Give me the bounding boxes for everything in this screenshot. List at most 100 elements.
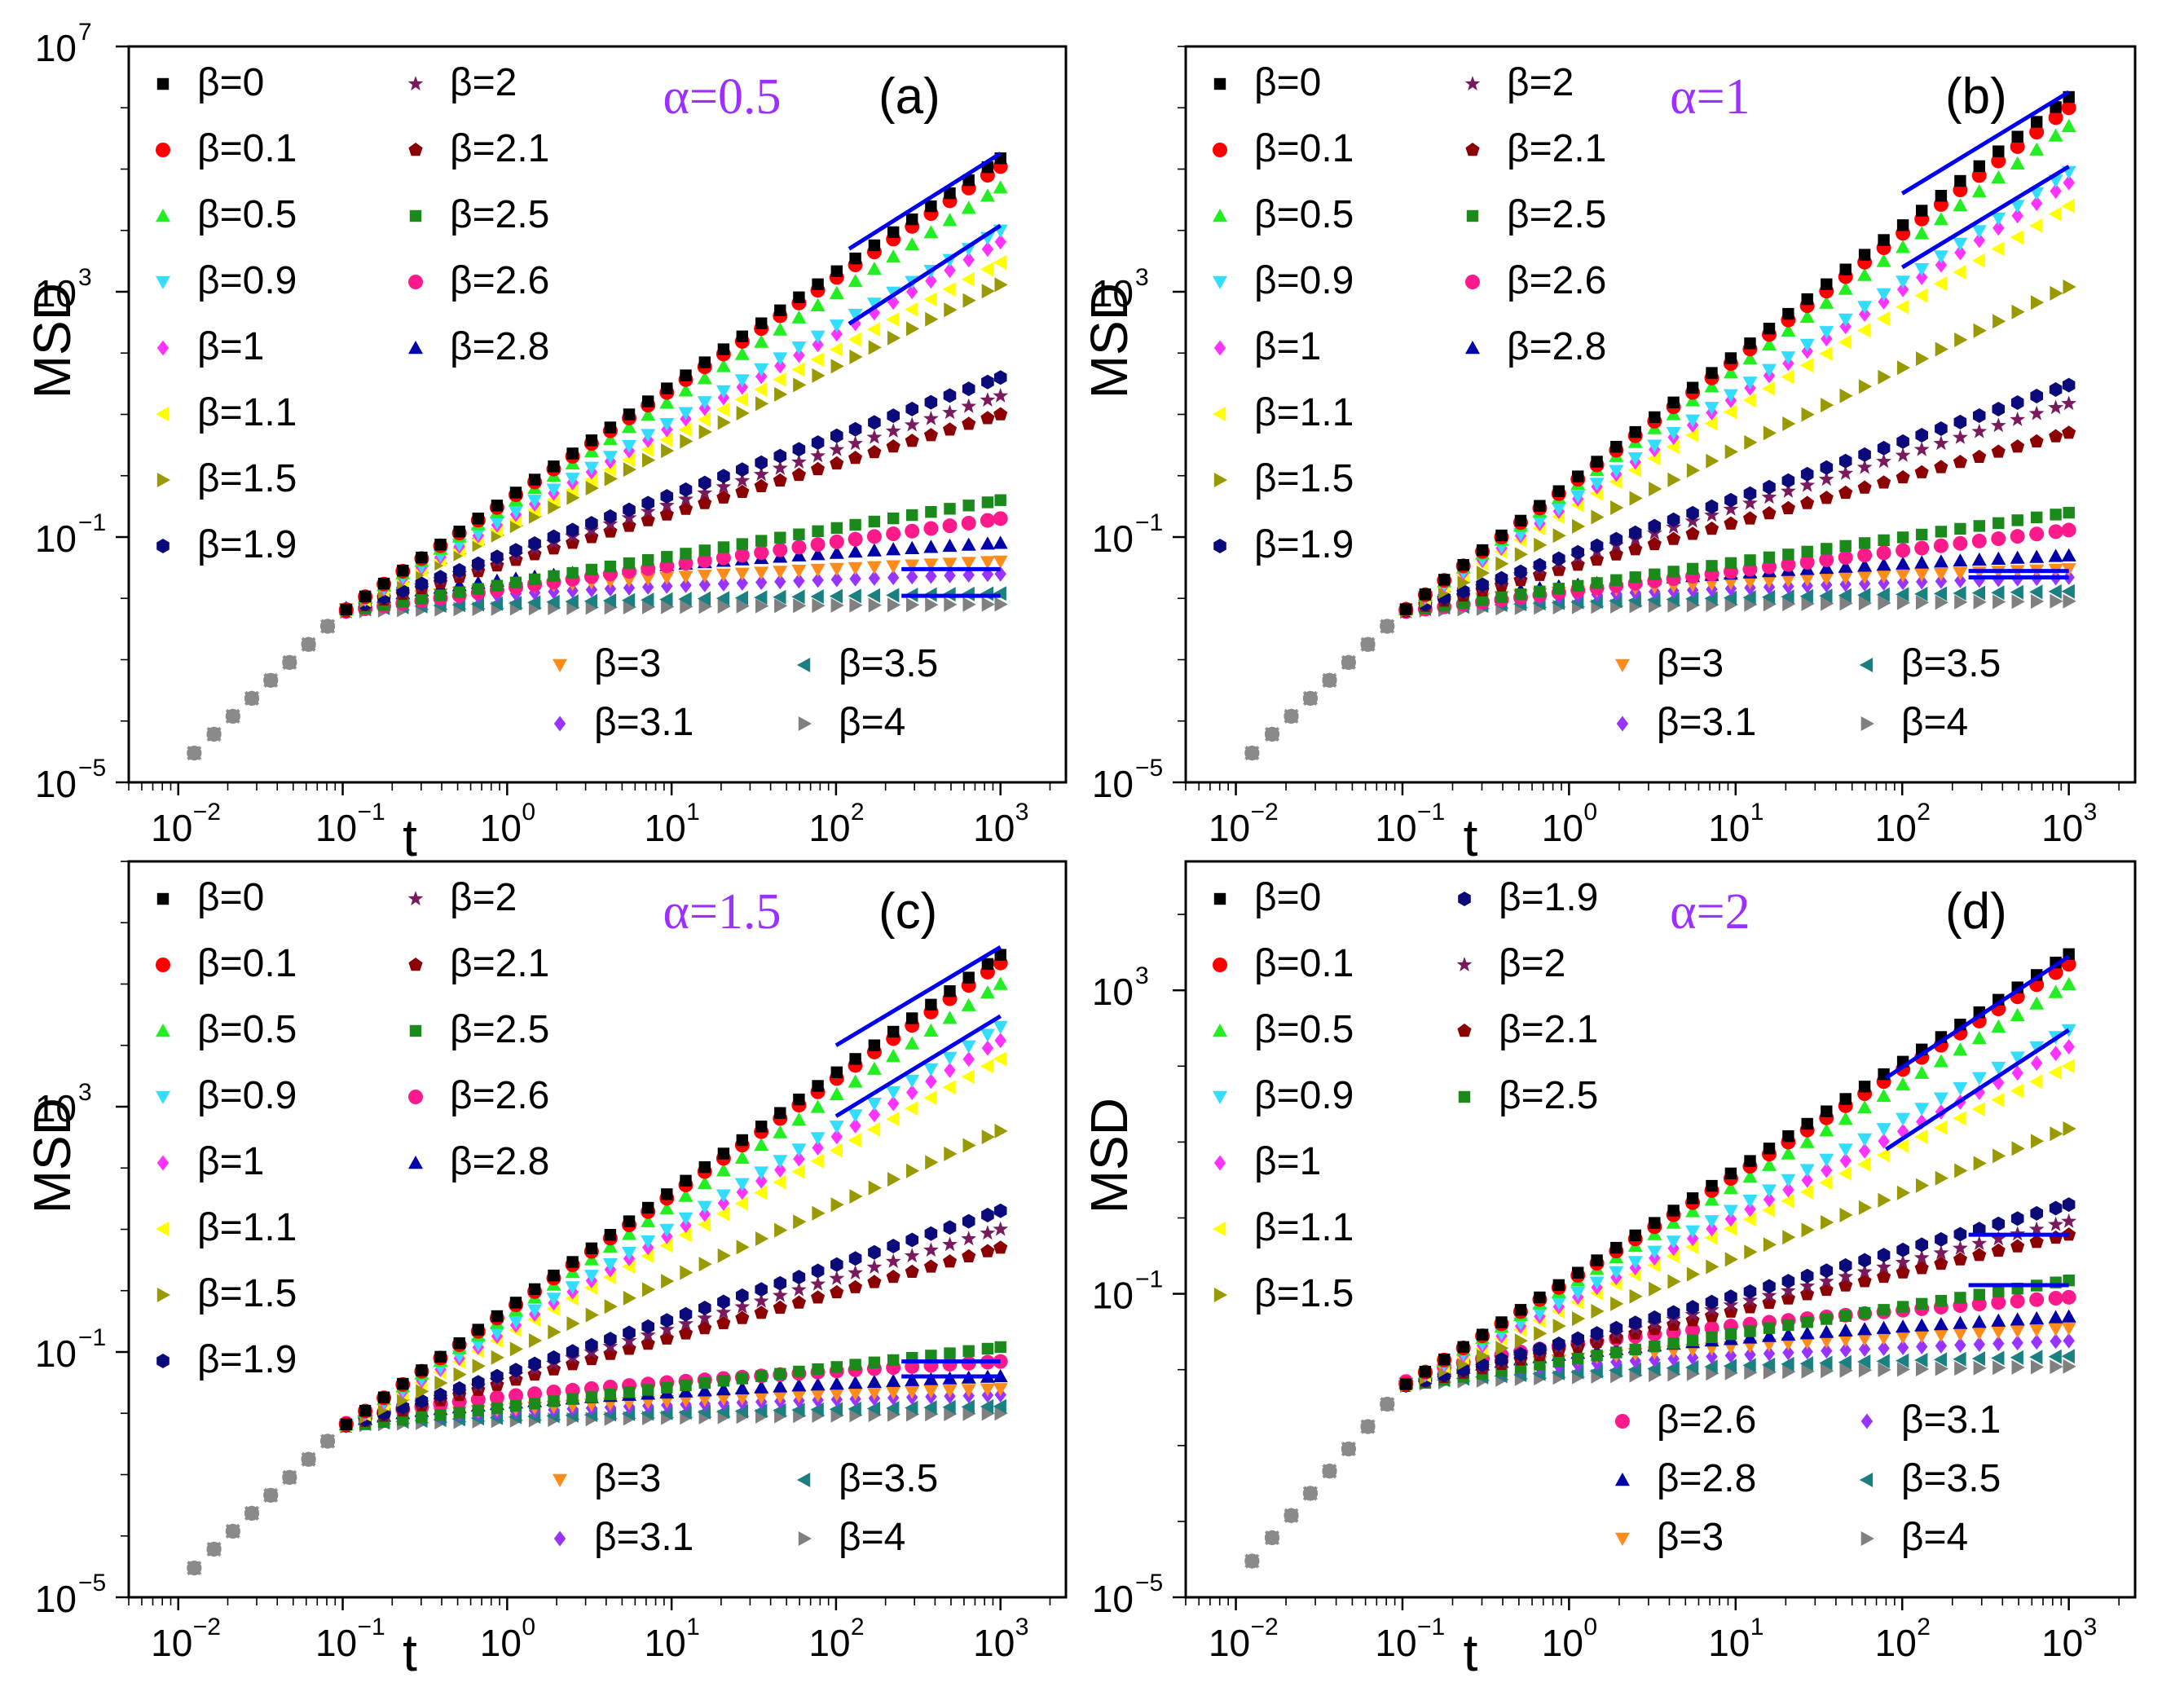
data-point <box>2010 156 2025 170</box>
data-point <box>509 1363 522 1378</box>
data-point <box>753 1292 769 1308</box>
data-point <box>904 416 920 432</box>
data-point <box>1858 596 1873 611</box>
data-point <box>774 304 786 316</box>
legend-entry: β=0.5 <box>156 193 297 236</box>
data-point <box>604 1388 617 1401</box>
data-point <box>1971 225 1987 239</box>
data-point <box>734 346 750 360</box>
data-point <box>774 386 788 402</box>
legend-marker <box>1213 1024 1227 1037</box>
data-point <box>453 526 465 538</box>
data-point <box>1896 1353 1909 1368</box>
data-point <box>1953 198 1968 212</box>
data-point <box>1533 1341 1547 1357</box>
data-point <box>641 1248 654 1264</box>
data-point <box>1838 465 1854 480</box>
data-point <box>716 478 732 494</box>
data-point <box>1762 1338 1777 1352</box>
data-point <box>1799 1326 1815 1340</box>
data-point <box>905 1074 920 1089</box>
legend-entry: β=1 <box>156 1140 264 1183</box>
legend-entry: β=2.5 <box>1458 1074 1598 1117</box>
legend-marker <box>1213 407 1226 421</box>
data-point <box>887 1025 900 1038</box>
data-point <box>1878 294 1890 310</box>
fit-line <box>1900 90 2070 196</box>
data-point <box>1933 1352 1948 1367</box>
legend-marker <box>1464 76 1481 90</box>
legend-marker <box>1213 1288 1227 1302</box>
data-point <box>716 1206 730 1222</box>
data-point <box>1839 1093 1852 1105</box>
data-point <box>2011 130 2023 143</box>
data-point <box>1762 1328 1777 1342</box>
data-point <box>1876 311 1890 327</box>
data-point <box>812 572 824 588</box>
data-point <box>734 1196 748 1211</box>
data-point <box>848 531 863 547</box>
data-point <box>1381 1398 1394 1411</box>
legend-entry: β=1.1 <box>1213 391 1354 434</box>
data-point <box>1876 570 1891 583</box>
data-point <box>793 1365 805 1378</box>
data-point <box>659 571 675 585</box>
data-point <box>2010 1083 2023 1099</box>
data-point <box>321 1435 334 1447</box>
data-point <box>981 597 995 612</box>
legend-entry: β=0 <box>156 876 264 919</box>
data-point <box>658 1321 675 1337</box>
x-axis-label: t <box>403 808 417 867</box>
y-tick-base: 10 <box>35 1578 77 1620</box>
legend-entry: β=3 <box>1614 1516 1724 1559</box>
data-point <box>680 1174 692 1187</box>
data-point <box>566 566 579 579</box>
data-point <box>602 451 618 465</box>
legend-label: β=4 <box>839 701 905 744</box>
legend-entry: β=1.9 <box>1458 876 1598 919</box>
data-point <box>980 411 995 425</box>
legend-marker <box>1859 658 1874 672</box>
legend-marker <box>156 77 170 90</box>
data-point <box>1896 1242 1909 1257</box>
data-point <box>1933 212 1948 226</box>
data-point <box>1857 558 1873 572</box>
data-point <box>2031 1055 2043 1072</box>
data-point <box>886 526 901 542</box>
data-point <box>1552 528 1566 544</box>
data-point <box>1514 588 1527 601</box>
data-point <box>993 555 1008 569</box>
data-point <box>1400 1378 1412 1390</box>
data-point <box>1858 1200 1873 1215</box>
legend-marker <box>1213 209 1227 222</box>
data-point <box>1973 594 1987 610</box>
data-point <box>434 539 447 551</box>
data-point <box>1799 358 1813 373</box>
data-point <box>2010 395 2024 410</box>
data-point <box>1763 479 1776 495</box>
data-point <box>622 452 636 468</box>
data-point <box>944 302 958 318</box>
data-point <box>867 445 882 459</box>
data-point <box>993 1051 1006 1067</box>
y-tick-base: 10 <box>1092 763 1134 805</box>
data-point <box>754 590 768 606</box>
data-point <box>1896 1301 1909 1313</box>
data-point <box>1514 547 1528 562</box>
data-point <box>773 1155 788 1169</box>
legend-entry: β=1 <box>1213 1140 1321 1183</box>
data-point <box>849 1118 861 1134</box>
data-point <box>2029 584 2043 600</box>
data-point <box>453 1407 465 1419</box>
data-point <box>2029 218 2043 233</box>
fit-line <box>848 223 1002 326</box>
data-point <box>1915 1237 1928 1253</box>
alpha-label: α=2 <box>1670 884 1750 940</box>
data-point <box>868 1180 882 1196</box>
legend-entry: β=0.1 <box>156 127 297 170</box>
data-point <box>1534 585 1546 597</box>
legend-upper: β=0β=0.1β=0.5β=0.9β=1β=1.1β=1.5β=1.9β=2β… <box>156 876 549 1381</box>
data-point <box>2011 1359 2025 1375</box>
legend-marker <box>156 209 170 222</box>
data-point <box>810 1402 824 1417</box>
